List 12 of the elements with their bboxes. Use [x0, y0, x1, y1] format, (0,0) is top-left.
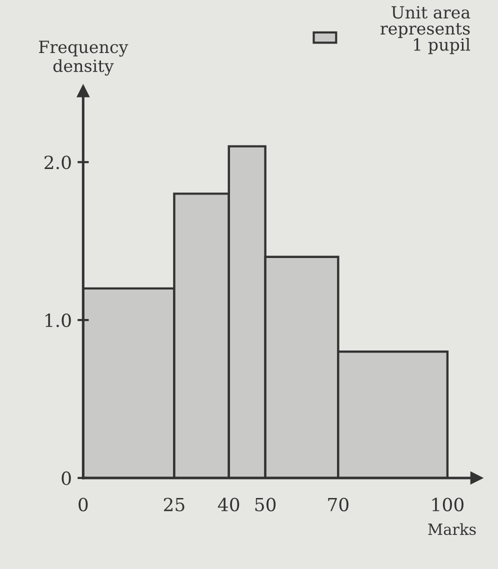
x-tick-label: 100 — [432, 498, 464, 512]
x-tick-label: 70 — [328, 498, 348, 512]
y-tick-label: 1.0 — [46, 313, 71, 328]
text: Unit area represents 1 pupil — [380, 6, 470, 54]
x-tick-label: 25 — [164, 498, 184, 512]
x-tick-label: 0 — [78, 498, 88, 512]
x-axis-title: Marks — [428, 523, 476, 536]
y-axis-title: Frequency density — [39, 40, 128, 76]
x-tick-label: 40 — [218, 498, 240, 512]
y-tick-label: 2.0 — [44, 156, 71, 170]
x-tick-label: 50 — [255, 498, 276, 512]
y-tick-label: 0 — [62, 471, 71, 486]
